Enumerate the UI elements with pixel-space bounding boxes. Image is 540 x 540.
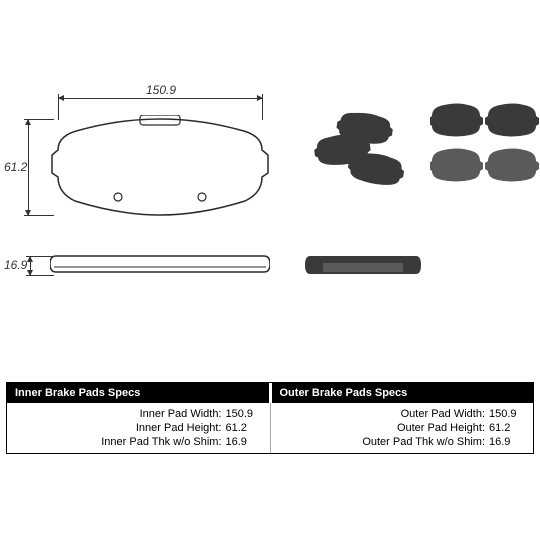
spec-row: Inner Pad Height:61.2: [11, 421, 262, 435]
brake-pad-top-outline: [50, 252, 270, 276]
thickness-dimension-label: 16.9: [4, 258, 27, 272]
spec-row: Inner Pad Thk w/o Shim:16.9: [11, 435, 262, 449]
inner-specs-header: Inner Brake Pads Specs: [7, 383, 269, 403]
pad-set-grid: [430, 102, 540, 187]
spec-row: Outer Pad Height:61.2: [275, 421, 526, 435]
brake-pad-front-outline: [50, 115, 270, 220]
outer-specs-header: Outer Brake Pads Specs: [269, 383, 534, 403]
pad-top-filled: [305, 254, 421, 276]
diagram-canvas: 150.9 61.2 16.9 Inner B: [0, 0, 540, 540]
outer-specs-col: Outer Pad Width:150.9 Outer Pad Height:6…: [270, 403, 534, 453]
spec-row: Inner Pad Width:150.9: [11, 407, 262, 421]
spec-row: Outer Pad Width:150.9: [275, 407, 526, 421]
spec-row: Outer Pad Thk w/o Shim:16.9: [275, 435, 526, 449]
thickness-dimension-line: [30, 257, 31, 275]
pad-set-angled: [310, 108, 410, 188]
height-dimension-line: [28, 120, 29, 215]
width-dimension-label: 150.9: [143, 83, 179, 97]
specs-table: Inner Brake Pads Specs Outer Brake Pads …: [6, 382, 534, 454]
height-dimension-label: 61.2: [4, 160, 27, 174]
inner-specs-col: Inner Pad Width:150.9 Inner Pad Height:6…: [7, 403, 270, 453]
width-dimension-line: [59, 98, 262, 99]
